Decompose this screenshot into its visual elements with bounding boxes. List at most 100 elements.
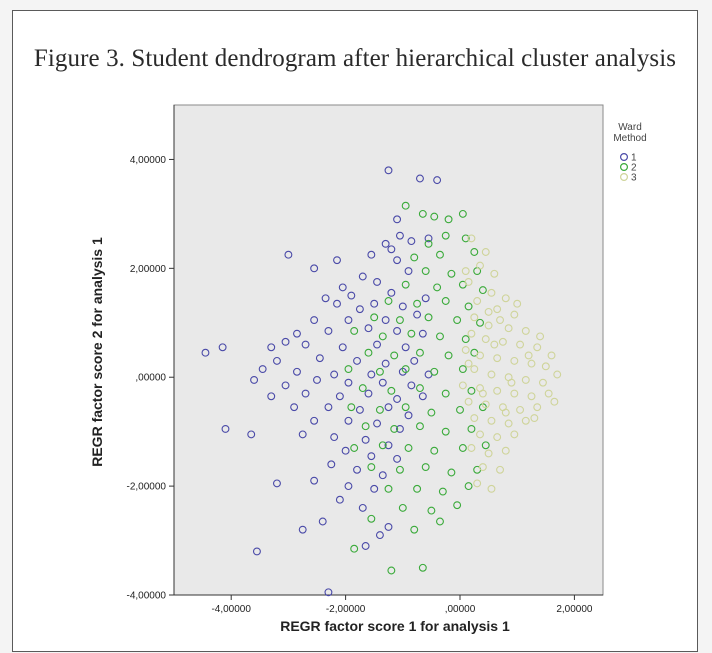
data-point-cluster-2 <box>436 517 444 526</box>
data-point-cluster-3 <box>510 310 519 319</box>
data-point-cluster-3 <box>473 297 482 305</box>
data-point-cluster-3 <box>481 400 490 409</box>
data-point-cluster-2 <box>410 253 419 262</box>
data-point-cluster-1 <box>321 294 330 303</box>
data-point-cluster-3 <box>484 321 493 330</box>
data-point-cluster-1 <box>330 370 339 379</box>
data-point-cluster-3 <box>464 397 473 406</box>
legend-entries: 123 <box>619 153 637 184</box>
data-point-cluster-1 <box>324 588 333 597</box>
data-point-cluster-1 <box>361 435 370 444</box>
data-point-cluster-2 <box>407 329 416 338</box>
data-point-cluster-1 <box>344 316 353 325</box>
data-point-cluster-2 <box>418 209 427 218</box>
legend-marker <box>619 153 628 162</box>
data-point-cluster-1 <box>327 460 336 469</box>
data-point-cluster-3 <box>467 444 476 452</box>
data-point-cluster-2 <box>404 444 413 452</box>
data-point-cluster-2 <box>461 335 470 344</box>
y-tick-label: -2,00000 <box>127 482 167 493</box>
data-point-cluster-3 <box>504 324 513 333</box>
data-point-cluster-1 <box>384 522 393 531</box>
data-point-cluster-3 <box>527 392 536 401</box>
data-point-cluster-2 <box>456 405 464 414</box>
data-point-cluster-2 <box>458 444 467 452</box>
y-tick-label: 2,00000 <box>130 264 167 275</box>
data-point-cluster-1 <box>333 256 341 265</box>
data-point-cluster-2 <box>447 269 456 278</box>
data-point-cluster-1 <box>273 479 281 488</box>
data-point-cluster-2 <box>481 441 490 450</box>
data-point-cluster-1 <box>375 531 384 540</box>
data-point-cluster-2 <box>464 482 473 491</box>
data-point-cluster-1 <box>258 365 267 374</box>
data-point-cluster-3 <box>501 408 510 417</box>
data-point-cluster-3 <box>470 365 479 374</box>
data-point-cluster-2 <box>464 302 473 311</box>
data-point-cluster-3 <box>553 370 562 379</box>
data-point-cluster-3 <box>521 326 530 335</box>
y-axis-title: REGR factor score 2 for analysis 1 <box>89 237 105 467</box>
legend-label: 1 <box>631 153 637 164</box>
data-point-cluster-3 <box>487 288 496 297</box>
data-point-cluster-1 <box>318 517 327 526</box>
data-point-cluster-1 <box>310 264 319 273</box>
data-point-cluster-1 <box>358 272 367 281</box>
data-point-cluster-3 <box>510 389 519 398</box>
data-point-cluster-3 <box>470 414 479 423</box>
data-point-cluster-2 <box>430 367 439 376</box>
data-point-cluster-3 <box>484 307 493 316</box>
legend-marker <box>619 163 628 172</box>
data-point-cluster-2 <box>390 424 399 433</box>
data-point-cluster-1 <box>393 454 402 463</box>
data-point-cluster-1 <box>421 294 430 303</box>
data-point-cluster-2 <box>367 514 376 523</box>
data-point-cluster-1 <box>324 403 333 412</box>
data-point-cluster-1 <box>433 176 442 185</box>
data-point-cluster-3 <box>513 299 522 308</box>
data-point-cluster-2 <box>387 386 396 395</box>
data-point-cluster-3 <box>533 403 542 412</box>
data-point-cluster-1 <box>413 310 422 319</box>
data-point-cluster-1 <box>247 430 256 439</box>
data-point-cluster-2 <box>387 566 396 575</box>
data-point-cluster-2 <box>390 351 399 360</box>
data-point-cluster-2 <box>375 405 384 414</box>
data-point-cluster-1 <box>338 343 347 352</box>
data-point-cluster-3 <box>507 378 516 387</box>
data-point-cluster-3 <box>481 335 490 344</box>
data-point-cluster-2 <box>438 487 447 496</box>
data-point-cluster-1 <box>293 329 301 338</box>
legend-label: 2 <box>631 163 637 174</box>
data-point-cluster-2 <box>395 316 404 325</box>
data-point-cluster-1 <box>361 542 370 550</box>
data-point-cluster-2 <box>427 506 436 515</box>
data-point-cluster-1 <box>384 166 393 175</box>
data-point-cluster-1 <box>201 348 210 357</box>
data-point-cluster-1 <box>424 234 433 243</box>
data-point-cluster-3 <box>510 356 519 365</box>
data-point-cluster-1 <box>378 378 387 387</box>
data-point-cluster-2 <box>430 212 439 221</box>
data-point-cluster-3 <box>547 351 556 360</box>
data-point-cluster-2 <box>410 525 419 534</box>
data-point-cluster-3 <box>464 359 473 368</box>
data-point-cluster-2 <box>401 280 410 289</box>
data-point-cluster-2 <box>476 318 484 327</box>
data-point-cluster-2 <box>416 422 424 431</box>
data-point-cluster-3 <box>501 446 510 455</box>
y-ticks: -4,00000 -2,00000 ,00000 2,00000 4,00000 <box>127 155 174 602</box>
data-point-cluster-2 <box>350 326 359 335</box>
data-point-cluster-1 <box>393 395 402 403</box>
data-point-cluster-1 <box>310 316 319 325</box>
data-point-cluster-2 <box>458 209 467 218</box>
data-point-cluster-3 <box>476 261 484 270</box>
data-point-cluster-1 <box>353 356 361 365</box>
data-point-cluster-2 <box>347 403 356 412</box>
data-point-cluster-3 <box>490 269 499 278</box>
data-point-cluster-1 <box>401 343 410 352</box>
data-point-cluster-1 <box>315 354 324 363</box>
data-point-cluster-1 <box>393 256 402 265</box>
data-point-cluster-1 <box>418 329 427 338</box>
